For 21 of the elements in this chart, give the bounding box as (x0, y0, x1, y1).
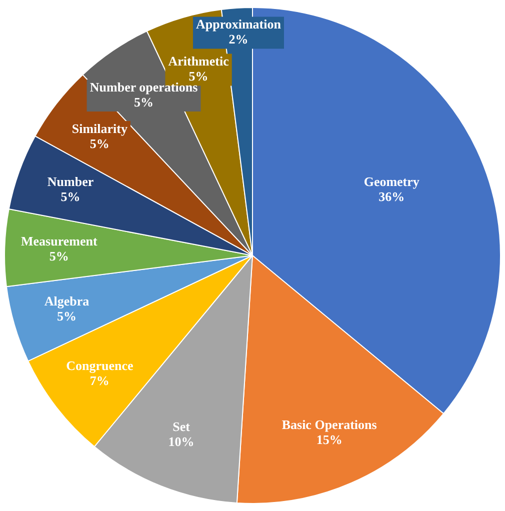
data-label: 5% (134, 94, 154, 110)
slice-label: Geometry (364, 174, 420, 189)
data-label: 7% (90, 372, 110, 388)
slice-label: Algebra (44, 293, 90, 308)
data-label: 36% (378, 188, 405, 204)
slice-label: Measurement (21, 233, 98, 248)
slice-label: Approximation (196, 16, 282, 32)
data-label: 5% (49, 248, 69, 264)
slice-label: Arithmetic (168, 54, 230, 69)
slice-label: Set (172, 419, 191, 434)
slice-label: Basic Operations (282, 416, 377, 432)
slice-label: Congruence (66, 358, 134, 373)
data-label: 5% (90, 136, 110, 151)
data-label: 10% (168, 434, 194, 450)
data-label: 5% (188, 68, 208, 84)
data-label: 15% (316, 432, 342, 447)
data-label: 2% (228, 32, 248, 47)
data-label: 5% (60, 188, 80, 204)
slice-label: Number (47, 174, 94, 189)
slice-label: Similarity (72, 120, 128, 136)
data-label: 5% (56, 308, 76, 324)
